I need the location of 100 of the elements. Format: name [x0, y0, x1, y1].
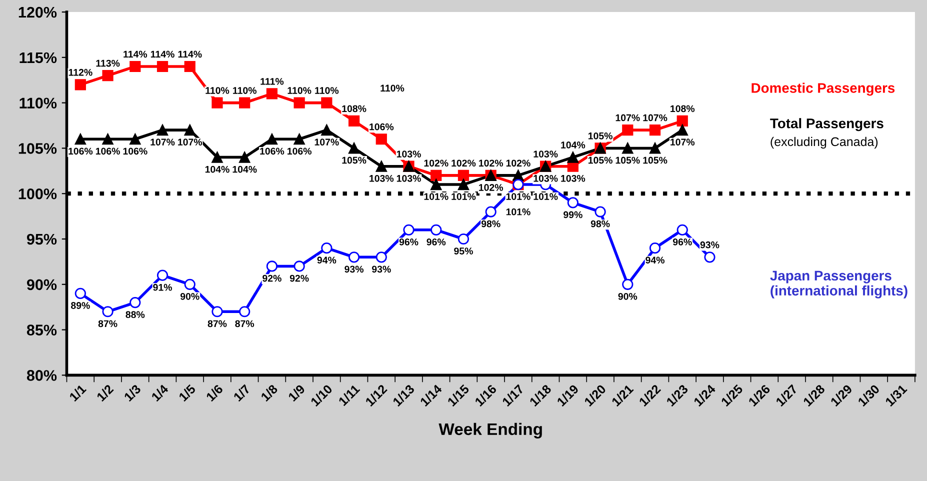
data-label: 106%: [123, 148, 148, 155]
point: [294, 260, 305, 272]
data-label: 106%: [68, 148, 93, 155]
point: [156, 60, 168, 72]
point: [266, 134, 278, 145]
point: [130, 296, 141, 308]
data-label: 105%: [588, 156, 612, 164]
point: [704, 252, 716, 263]
point: [321, 97, 332, 108]
point: [649, 124, 661, 136]
y-tick-label: 100%: [18, 188, 57, 200]
point: [594, 206, 606, 218]
data-label: 102%: [479, 184, 504, 191]
point: [676, 115, 688, 127]
data-label: 93%: [344, 266, 364, 273]
data-label: 105%: [588, 132, 612, 140]
point: [622, 142, 634, 154]
point: [321, 124, 332, 136]
data-label: 87%: [98, 320, 118, 328]
y-tick-label: 85%: [26, 324, 57, 336]
y-tick-label: 110%: [20, 98, 57, 108]
data-label: 103%: [561, 174, 586, 182]
data-label: 102%: [506, 160, 530, 167]
point: [212, 306, 223, 318]
data-label: 101%: [534, 193, 558, 200]
point: [102, 134, 114, 145]
data-label: 87%: [235, 320, 254, 328]
data-label: 110%: [206, 87, 230, 94]
x-tick-label: 1/2: [96, 384, 114, 402]
data-label: 110%: [315, 87, 339, 94]
x-tick-label: 1/7: [232, 384, 251, 402]
point: [458, 170, 470, 181]
data-label: 110%: [233, 87, 257, 94]
data-label: 101%: [452, 193, 476, 200]
data-label: 107%: [178, 138, 202, 146]
data-label: 106%: [370, 123, 394, 130]
data-label: 87%: [208, 320, 227, 328]
annotation: (excluding Canada): [770, 136, 878, 149]
data-label: 108%: [342, 105, 366, 112]
point: [567, 197, 578, 208]
data-label: 103%: [396, 174, 421, 182]
point: [649, 242, 661, 254]
point: [348, 142, 360, 154]
point: [676, 224, 688, 236]
data-label: 92%: [290, 274, 309, 282]
data-label: 94%: [317, 256, 336, 264]
annotation: 110%: [380, 84, 404, 92]
point: [376, 134, 387, 145]
data-label: 106%: [96, 148, 120, 155]
data-label: 103%: [396, 150, 421, 158]
point: [266, 88, 278, 100]
y-tick-label: 80%: [26, 370, 57, 381]
point: [212, 152, 223, 163]
data-label: 90%: [618, 292, 638, 300]
x-axis-title: Week Ending: [438, 422, 542, 438]
data-label: 95%: [454, 248, 473, 254]
data-label: 107%: [150, 138, 175, 146]
data-label: 99%: [564, 211, 582, 218]
data-label: 107%: [643, 114, 668, 122]
point: [622, 278, 634, 290]
data-label: 104%: [561, 142, 586, 148]
data-label: 102%: [479, 160, 504, 167]
point: [348, 252, 360, 263]
point: [485, 206, 496, 218]
point: [74, 134, 86, 145]
point: [239, 97, 250, 108]
point: [266, 260, 278, 272]
data-label: 98%: [481, 220, 500, 228]
point: [294, 134, 305, 145]
point: [74, 288, 86, 300]
point: [239, 152, 250, 163]
data-label: 107%: [616, 114, 640, 122]
point: [184, 278, 196, 290]
data-label: 103%: [534, 174, 558, 182]
data-label: 96%: [672, 238, 692, 246]
y-tick-label: 115%: [20, 52, 57, 64]
data-label: 101%: [424, 193, 448, 200]
point: [239, 306, 250, 318]
data-label: 102%: [452, 160, 476, 167]
x-tick-label: 1/5: [178, 384, 196, 402]
y-tick-label: 90%: [26, 279, 57, 290]
data-label: 93%: [700, 241, 720, 248]
data-label: 96%: [399, 238, 418, 246]
data-label: 90%: [180, 292, 200, 300]
data-label: 106%: [287, 148, 312, 155]
point: [184, 124, 196, 136]
point: [567, 152, 578, 163]
data-label: 88%: [126, 311, 145, 318]
point: [649, 142, 661, 154]
data-label: 104%: [205, 166, 230, 173]
data-label: 96%: [426, 238, 446, 246]
data-label: 89%: [71, 302, 90, 309]
point: [130, 60, 141, 72]
data-label: 91%: [153, 284, 172, 291]
point: [622, 124, 634, 136]
data-label: 103%: [370, 174, 394, 182]
data-label: 102%: [424, 160, 448, 167]
point: [403, 224, 414, 236]
point: [430, 224, 442, 236]
data-label: 93%: [372, 266, 391, 273]
